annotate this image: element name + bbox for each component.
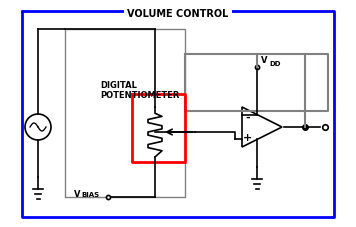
Text: +: + [244,132,253,142]
Text: -: - [246,113,250,122]
Text: DIGITAL: DIGITAL [100,80,137,89]
Text: BIAS: BIAS [81,191,99,197]
Text: DD: DD [269,61,281,67]
Text: VOLUME CONTROL: VOLUME CONTROL [127,9,229,19]
Text: V: V [74,190,80,199]
Text: V: V [261,56,267,65]
Text: POTENTIOMETER: POTENTIOMETER [100,90,179,99]
